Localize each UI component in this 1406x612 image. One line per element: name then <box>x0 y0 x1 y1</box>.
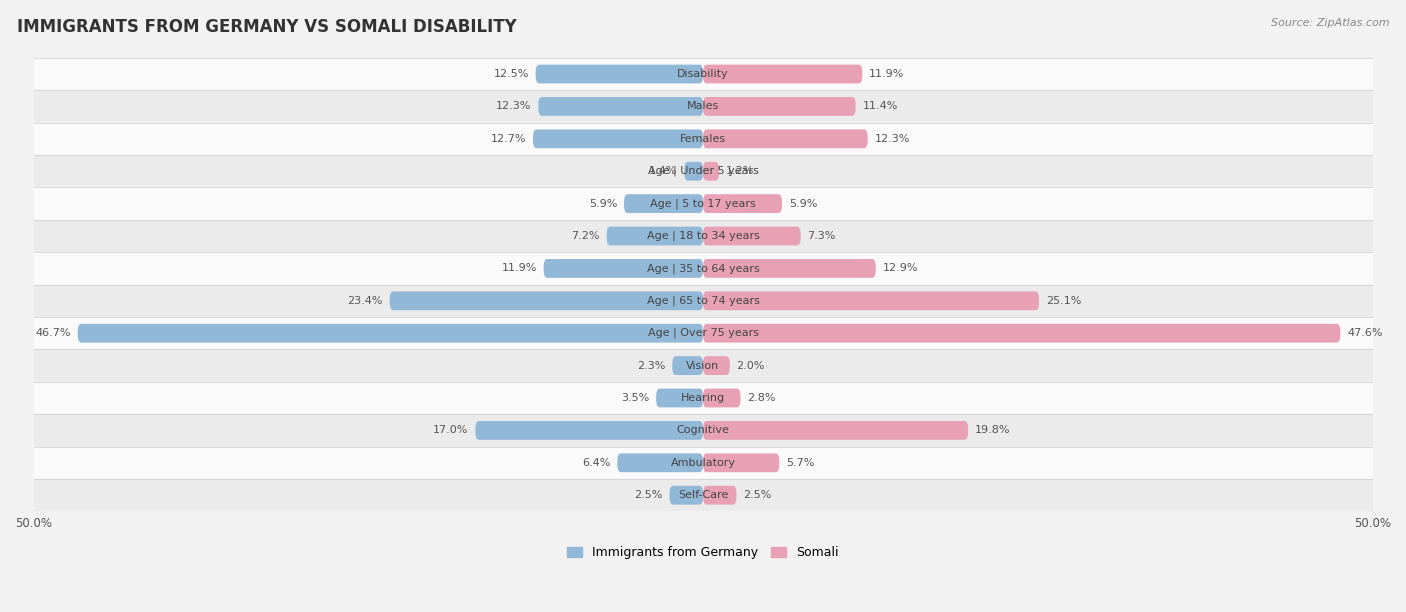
Text: 5.9%: 5.9% <box>789 199 817 209</box>
Text: Age | 5 to 17 years: Age | 5 to 17 years <box>650 198 756 209</box>
Bar <box>34 187 1372 220</box>
FancyBboxPatch shape <box>703 291 1039 310</box>
Bar <box>34 285 1372 317</box>
Bar <box>34 90 1372 122</box>
FancyBboxPatch shape <box>475 421 703 440</box>
Text: 11.4%: 11.4% <box>862 102 897 111</box>
FancyBboxPatch shape <box>703 129 868 148</box>
Legend: Immigrants from Germany, Somali: Immigrants from Germany, Somali <box>562 541 844 564</box>
Text: 12.5%: 12.5% <box>494 69 529 79</box>
Text: 7.2%: 7.2% <box>571 231 600 241</box>
FancyBboxPatch shape <box>703 162 718 181</box>
Text: 23.4%: 23.4% <box>347 296 382 306</box>
Bar <box>34 220 1372 252</box>
Text: 47.6%: 47.6% <box>1347 328 1382 338</box>
FancyBboxPatch shape <box>669 486 703 504</box>
FancyBboxPatch shape <box>533 129 703 148</box>
Text: 19.8%: 19.8% <box>974 425 1011 435</box>
Text: Age | 35 to 64 years: Age | 35 to 64 years <box>647 263 759 274</box>
Text: 1.2%: 1.2% <box>725 166 754 176</box>
Text: 2.8%: 2.8% <box>747 393 776 403</box>
FancyBboxPatch shape <box>672 356 703 375</box>
Text: Males: Males <box>688 102 718 111</box>
Text: 2.3%: 2.3% <box>637 360 665 371</box>
Bar <box>34 58 1372 90</box>
Text: 5.7%: 5.7% <box>786 458 814 468</box>
FancyBboxPatch shape <box>703 486 737 504</box>
Text: 7.3%: 7.3% <box>807 231 835 241</box>
Text: Source: ZipAtlas.com: Source: ZipAtlas.com <box>1271 18 1389 28</box>
Text: 5.9%: 5.9% <box>589 199 617 209</box>
Text: Self-Care: Self-Care <box>678 490 728 500</box>
Bar <box>34 349 1372 382</box>
Text: 17.0%: 17.0% <box>433 425 468 435</box>
Text: 1.4%: 1.4% <box>650 166 678 176</box>
FancyBboxPatch shape <box>703 389 741 408</box>
Text: Females: Females <box>681 134 725 144</box>
FancyBboxPatch shape <box>606 226 703 245</box>
FancyBboxPatch shape <box>703 97 856 116</box>
Text: 12.3%: 12.3% <box>496 102 531 111</box>
Text: Age | 18 to 34 years: Age | 18 to 34 years <box>647 231 759 241</box>
Text: 46.7%: 46.7% <box>35 328 70 338</box>
FancyBboxPatch shape <box>617 453 703 472</box>
Bar <box>34 122 1372 155</box>
FancyBboxPatch shape <box>536 65 703 83</box>
Text: Age | Over 75 years: Age | Over 75 years <box>648 328 758 338</box>
FancyBboxPatch shape <box>703 226 801 245</box>
FancyBboxPatch shape <box>703 453 779 472</box>
FancyBboxPatch shape <box>389 291 703 310</box>
FancyBboxPatch shape <box>77 324 703 343</box>
Bar <box>34 317 1372 349</box>
Text: 2.5%: 2.5% <box>634 490 662 500</box>
FancyBboxPatch shape <box>657 389 703 408</box>
FancyBboxPatch shape <box>544 259 703 278</box>
Text: 2.5%: 2.5% <box>744 490 772 500</box>
Text: 25.1%: 25.1% <box>1046 296 1081 306</box>
Text: 11.9%: 11.9% <box>869 69 904 79</box>
FancyBboxPatch shape <box>703 421 969 440</box>
Bar <box>34 414 1372 447</box>
Bar <box>34 155 1372 187</box>
FancyBboxPatch shape <box>703 259 876 278</box>
Text: 6.4%: 6.4% <box>582 458 610 468</box>
FancyBboxPatch shape <box>703 194 782 213</box>
FancyBboxPatch shape <box>685 162 703 181</box>
Text: Hearing: Hearing <box>681 393 725 403</box>
Text: Age | 65 to 74 years: Age | 65 to 74 years <box>647 296 759 306</box>
Text: Ambulatory: Ambulatory <box>671 458 735 468</box>
Text: 11.9%: 11.9% <box>502 263 537 274</box>
Text: Age | Under 5 years: Age | Under 5 years <box>648 166 758 176</box>
Bar <box>34 447 1372 479</box>
Bar <box>34 252 1372 285</box>
FancyBboxPatch shape <box>703 65 862 83</box>
Text: Cognitive: Cognitive <box>676 425 730 435</box>
Text: Disability: Disability <box>678 69 728 79</box>
Bar <box>34 479 1372 512</box>
Text: 12.7%: 12.7% <box>491 134 526 144</box>
FancyBboxPatch shape <box>703 356 730 375</box>
Bar <box>34 382 1372 414</box>
FancyBboxPatch shape <box>538 97 703 116</box>
FancyBboxPatch shape <box>624 194 703 213</box>
FancyBboxPatch shape <box>703 324 1340 343</box>
Text: 12.9%: 12.9% <box>883 263 918 274</box>
Text: IMMIGRANTS FROM GERMANY VS SOMALI DISABILITY: IMMIGRANTS FROM GERMANY VS SOMALI DISABI… <box>17 18 516 36</box>
Text: 3.5%: 3.5% <box>621 393 650 403</box>
Text: 2.0%: 2.0% <box>737 360 765 371</box>
Text: 12.3%: 12.3% <box>875 134 910 144</box>
Text: Vision: Vision <box>686 360 720 371</box>
